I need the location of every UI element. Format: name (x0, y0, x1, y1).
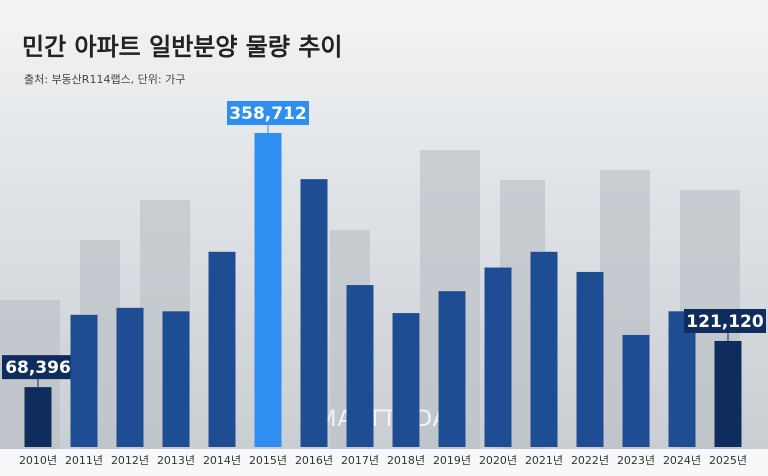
bar (70, 314, 98, 447)
watermark: SMARTTODAY (303, 407, 462, 432)
x-tick-label: 2015년 (249, 454, 287, 467)
x-tick-label: 2012년 (111, 454, 149, 467)
bar (484, 267, 512, 447)
bar (162, 311, 190, 447)
value-label: 358,712 (229, 104, 306, 124)
value-label-box (2, 355, 74, 380)
chart-subtitle: 출처: 부동산R114랩스, 단위: 가구 (24, 73, 185, 86)
bar (208, 251, 236, 447)
x-tick-label: 2018년 (387, 454, 425, 467)
x-tick-label: 2022년 (571, 454, 609, 467)
bar (254, 133, 282, 447)
value-label-box (227, 101, 309, 125)
x-tick-label: 2011년 (65, 454, 103, 467)
bar (576, 271, 604, 447)
bar (714, 340, 742, 447)
x-tick-label: 2013년 (157, 454, 195, 467)
x-tick-label: 2019년 (433, 454, 471, 467)
bar (346, 285, 374, 447)
chart-title: 민간 아파트 일반분양 물량 추이 (22, 33, 342, 61)
bar (116, 307, 144, 447)
bar (668, 311, 696, 447)
value-label: 68,396 (5, 358, 71, 378)
bar (300, 179, 328, 447)
bar (438, 291, 466, 447)
x-tick-label: 2023년 (617, 454, 655, 467)
label-strip (0, 449, 768, 476)
x-tick-label: 2025년 (709, 454, 747, 467)
x-tick-label: 2024년 (663, 454, 701, 467)
bar (24, 387, 52, 447)
x-tick-label: 2010년 (19, 454, 57, 467)
x-tick-label: 2020년 (479, 454, 517, 467)
x-tick-label: 2014년 (203, 454, 241, 467)
x-tick-label: 2017년 (341, 454, 379, 467)
value-label-box (684, 308, 766, 333)
x-tick-label: 2021년 (525, 454, 563, 467)
bar (392, 313, 420, 447)
bar (622, 334, 650, 447)
value-label: 121,120 (686, 312, 764, 332)
x-tick-label: 2016년 (295, 454, 333, 467)
bar (530, 251, 558, 447)
